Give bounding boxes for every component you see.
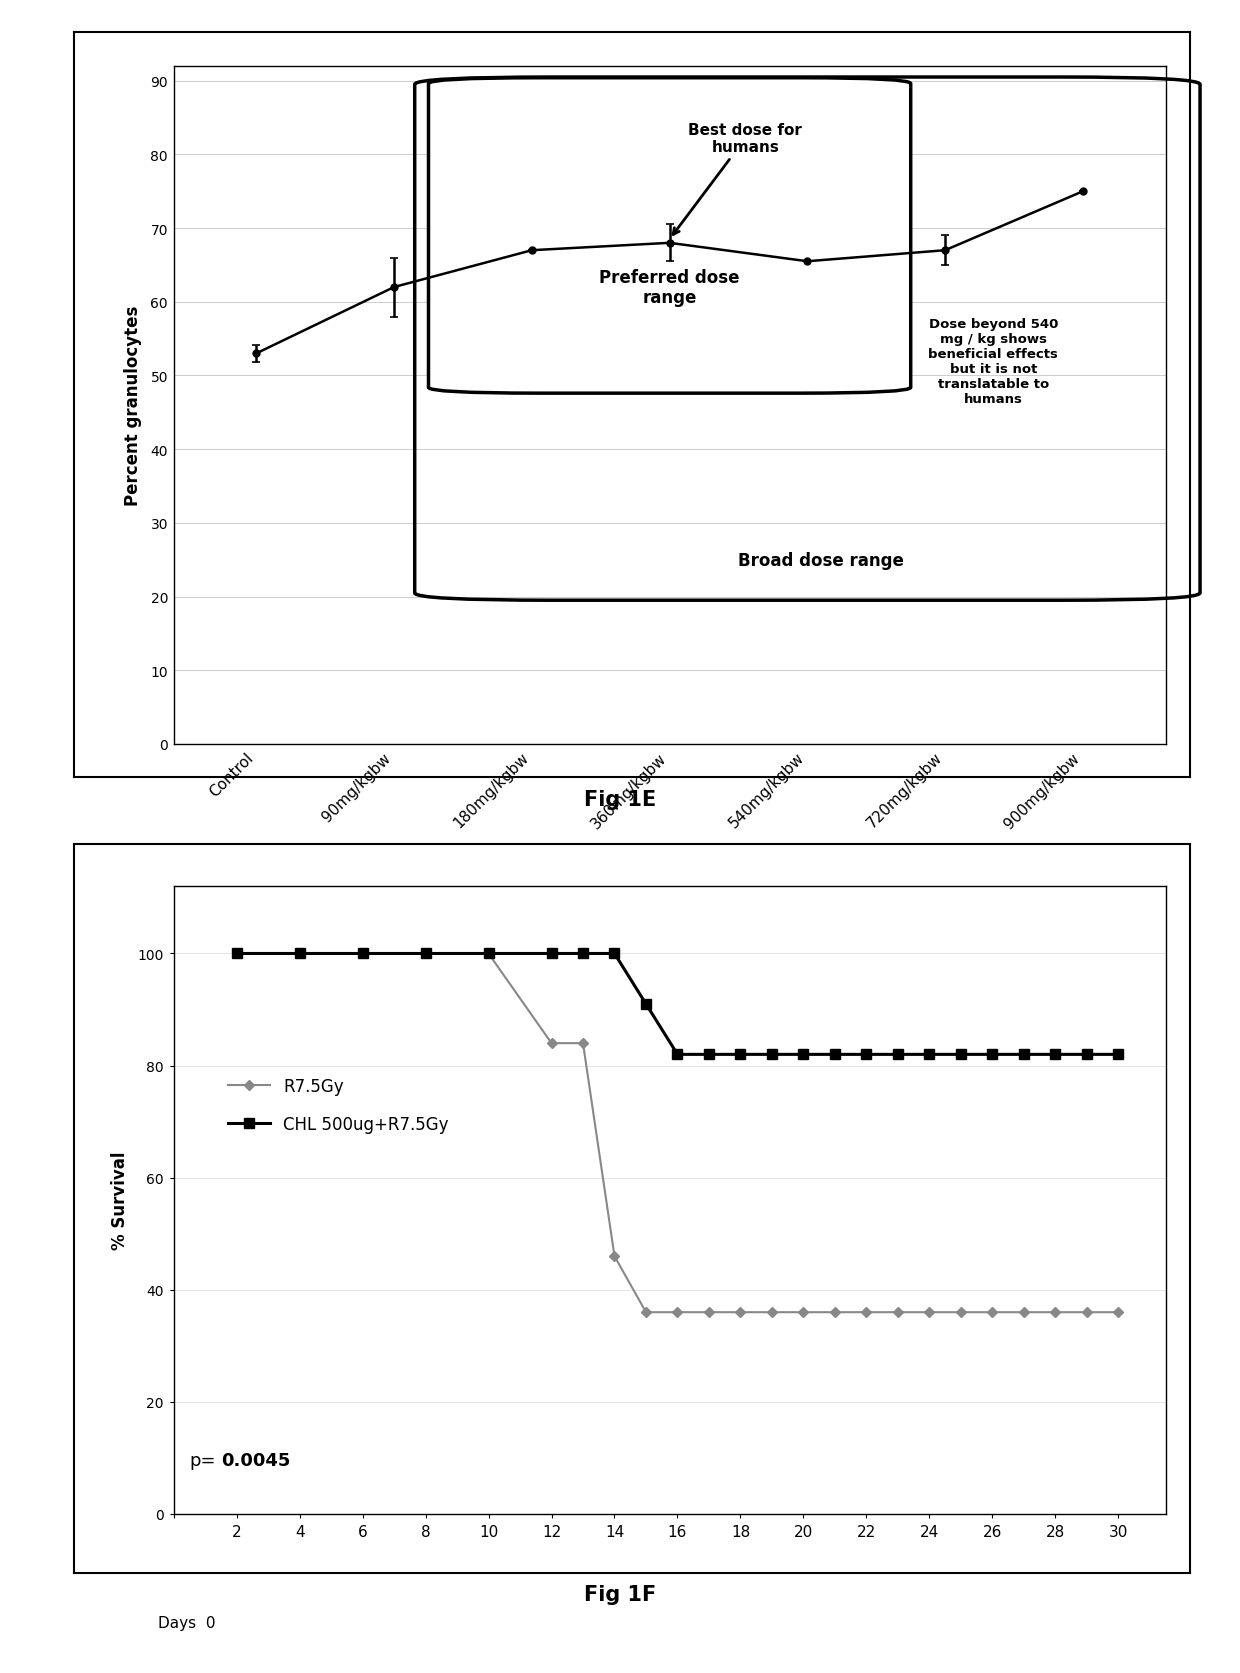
- R7.5Gy: [1080, 1302, 1095, 1322]
- CHL 500ug+R7.5Gy: [1080, 1044, 1095, 1064]
- R7.5Gy: [418, 944, 433, 964]
- R7.5Gy: [954, 1302, 968, 1322]
- R7.5Gy: [1017, 1302, 1032, 1322]
- Text: Days  0: Days 0: [157, 1614, 216, 1630]
- FancyBboxPatch shape: [429, 79, 910, 393]
- CHL 500ug+R7.5Gy: [418, 944, 433, 964]
- R7.5Gy: [985, 1302, 999, 1322]
- Text: Fig 1F: Fig 1F: [584, 1584, 656, 1604]
- CHL 500ug+R7.5Gy: [229, 944, 244, 964]
- R7.5Gy: [702, 1302, 717, 1322]
- R7.5Gy: [481, 944, 496, 964]
- R7.5Gy: [890, 1302, 905, 1322]
- CHL 500ug+R7.5Gy: [481, 944, 496, 964]
- Text: Best dose for
humans: Best dose for humans: [673, 122, 802, 236]
- Legend: R7.5Gy, CHL 500ug+R7.5Gy: R7.5Gy, CHL 500ug+R7.5Gy: [222, 1071, 455, 1139]
- CHL 500ug+R7.5Gy: [1048, 1044, 1063, 1064]
- R7.5Gy: [733, 1302, 748, 1322]
- CHL 500ug+R7.5Gy: [954, 1044, 968, 1064]
- CHL 500ug+R7.5Gy: [608, 944, 622, 964]
- CHL 500ug+R7.5Gy: [670, 1044, 684, 1064]
- CHL 500ug+R7.5Gy: [1017, 1044, 1032, 1064]
- CHL 500ug+R7.5Gy: [765, 1044, 780, 1064]
- CHL 500ug+R7.5Gy: [827, 1044, 842, 1064]
- R7.5Gy: [575, 1034, 590, 1054]
- R7.5Gy: [796, 1302, 811, 1322]
- R7.5Gy: [859, 1302, 874, 1322]
- CHL 500ug+R7.5Gy: [796, 1044, 811, 1064]
- CHL 500ug+R7.5Gy: [890, 1044, 905, 1064]
- CHL 500ug+R7.5Gy: [639, 994, 653, 1014]
- Text: Preferred dose
range: Preferred dose range: [599, 268, 740, 308]
- CHL 500ug+R7.5Gy: [733, 1044, 748, 1064]
- R7.5Gy: [1048, 1302, 1063, 1322]
- Line: R7.5Gy: R7.5Gy: [233, 950, 1122, 1317]
- R7.5Gy: [355, 944, 370, 964]
- Text: Fig 1E: Fig 1E: [584, 790, 656, 810]
- R7.5Gy: [639, 1302, 653, 1322]
- R7.5Gy: [608, 1246, 622, 1266]
- CHL 500ug+R7.5Gy: [293, 944, 308, 964]
- Text: Broad dose range: Broad dose range: [738, 552, 904, 569]
- Line: CHL 500ug+R7.5Gy: CHL 500ug+R7.5Gy: [232, 949, 1123, 1059]
- R7.5Gy: [923, 1302, 937, 1322]
- CHL 500ug+R7.5Gy: [859, 1044, 874, 1064]
- Text: 0.0045: 0.0045: [221, 1450, 290, 1469]
- CHL 500ug+R7.5Gy: [575, 944, 590, 964]
- CHL 500ug+R7.5Gy: [923, 1044, 937, 1064]
- R7.5Gy: [765, 1302, 780, 1322]
- CHL 500ug+R7.5Gy: [544, 944, 559, 964]
- R7.5Gy: [827, 1302, 842, 1322]
- R7.5Gy: [670, 1302, 684, 1322]
- CHL 500ug+R7.5Gy: [702, 1044, 717, 1064]
- Y-axis label: Percent granulocytes: Percent granulocytes: [124, 306, 143, 505]
- CHL 500ug+R7.5Gy: [1111, 1044, 1126, 1064]
- CHL 500ug+R7.5Gy: [355, 944, 370, 964]
- CHL 500ug+R7.5Gy: [985, 1044, 999, 1064]
- R7.5Gy: [293, 944, 308, 964]
- R7.5Gy: [1111, 1302, 1126, 1322]
- Y-axis label: % Survival: % Survival: [112, 1151, 129, 1250]
- R7.5Gy: [544, 1034, 559, 1054]
- Text: Dose beyond 540
mg / kg shows
beneficial effects
but it is not
translatable to
h: Dose beyond 540 mg / kg shows beneficial…: [929, 318, 1058, 405]
- Text: p=: p=: [190, 1450, 216, 1469]
- R7.5Gy: [229, 944, 244, 964]
